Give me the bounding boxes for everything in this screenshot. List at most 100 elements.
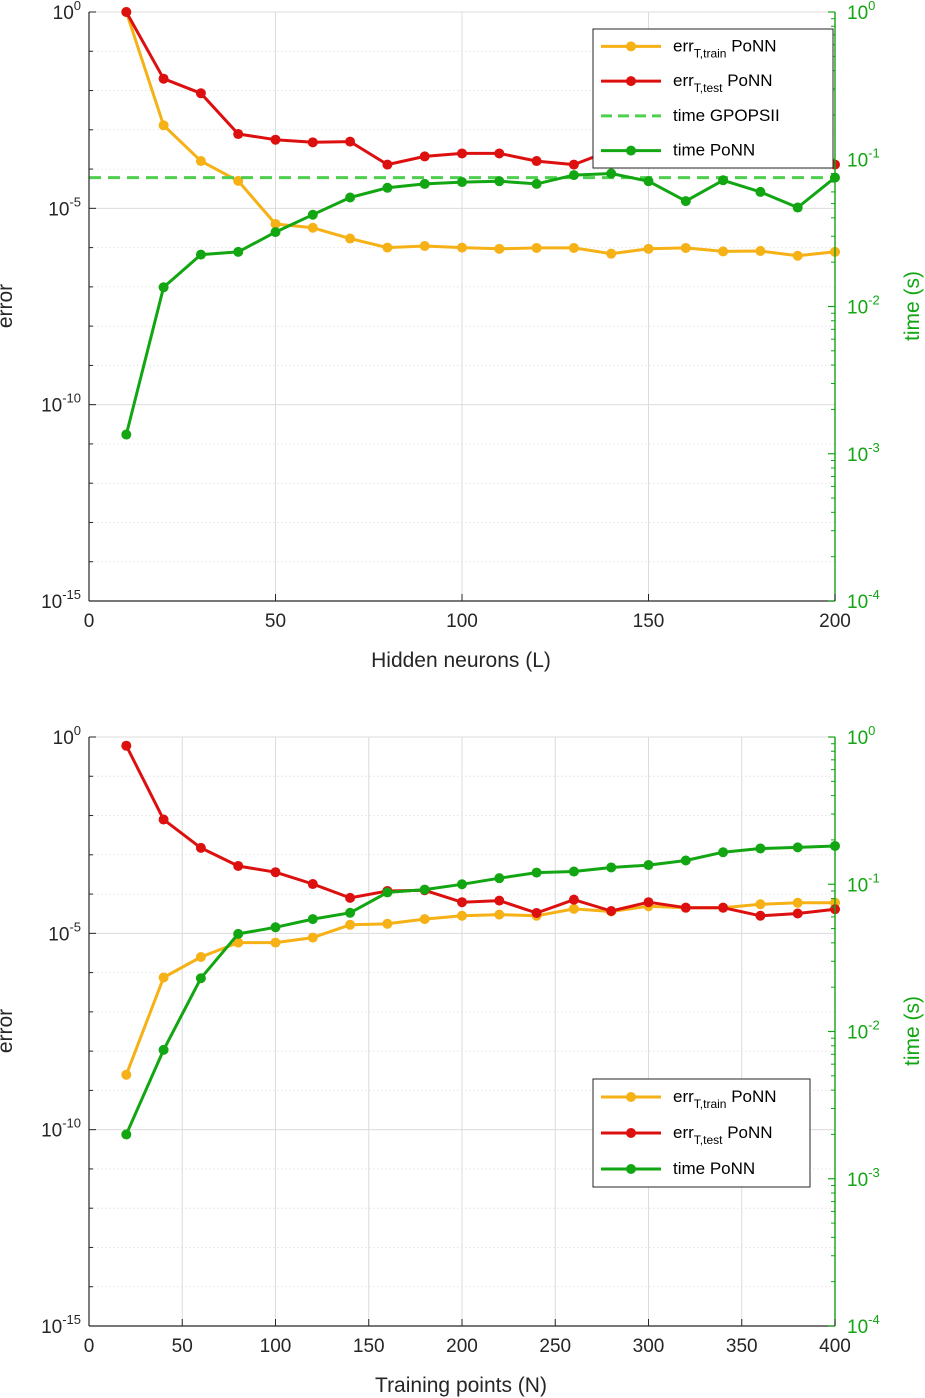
data-point-train [718, 246, 729, 257]
legend-label: errT,test PoNN [673, 1123, 773, 1147]
data-point-time [457, 879, 467, 890]
data-point-test [195, 842, 206, 853]
data-point-test [233, 860, 244, 871]
data-point-time [307, 914, 318, 925]
data-point-test [680, 902, 691, 913]
data-point-time [158, 1044, 169, 1055]
data-point-time [531, 867, 542, 878]
data-point-train [233, 175, 244, 186]
data-point-train [158, 120, 169, 131]
data-point-time [270, 922, 281, 933]
data-point-train [606, 248, 617, 259]
data-point-train [568, 903, 579, 914]
data-point-time [792, 842, 803, 853]
legend-label: errT,train PoNN [673, 1087, 777, 1111]
data-point-test [121, 740, 132, 751]
y-axis-right-label: time (s) [901, 996, 924, 1066]
chart-hidden-neurons: 0 50 100 150 200 100 10-5 10-10 10-15 100 10-1 10-2… [0, 0, 924, 672]
data-point-train [494, 243, 505, 254]
data-point-train [195, 156, 206, 167]
x-tick-label: 50 [172, 1336, 193, 1357]
data-point-time [718, 175, 729, 186]
data-point-test [345, 892, 356, 903]
data-point-train [419, 914, 430, 925]
data-point-time [307, 209, 318, 220]
data-point-train [382, 242, 393, 253]
data-point-time [680, 196, 691, 207]
data-point-time [792, 202, 803, 213]
y-right-tick-label: 10-2 [847, 293, 880, 319]
data-point-time [195, 973, 206, 984]
legend-marker [626, 145, 636, 156]
data-point-test [494, 895, 505, 906]
legend-label: time PoNN [673, 141, 755, 160]
x-tick-label: 350 [726, 1336, 758, 1357]
data-point-train [270, 218, 281, 229]
data-point-time [121, 429, 132, 440]
y-tick-label: 10-10 [41, 391, 81, 417]
data-point-train [158, 972, 169, 983]
tick-layer: 0 50 100 150 200 100 10-5 10-10 10-15 100 10-1 10-2… [41, 0, 880, 632]
data-point-test [270, 867, 281, 878]
x-tick-label: 300 [633, 1336, 665, 1357]
data-point-test [568, 894, 579, 905]
data-point-test [270, 134, 281, 145]
data-point-time [121, 1129, 132, 1140]
x-tick-label: 0 [84, 1336, 95, 1357]
data-point-train [121, 1069, 132, 1080]
data-point-test [158, 814, 169, 825]
data-point-test [568, 159, 579, 170]
data-point-train [307, 222, 318, 233]
series-line-train [124, 11, 836, 258]
data-point-train [345, 919, 356, 930]
data-point-test [345, 136, 356, 147]
x-axis-label: Training points (N) [375, 1374, 547, 1397]
data-point-train [307, 932, 318, 943]
data-point-time [606, 168, 617, 179]
data-point-test [195, 88, 206, 99]
grid-layer [88, 736, 836, 1327]
data-point-time [680, 855, 691, 866]
y-tick-label: 10-10 [41, 1116, 81, 1142]
data-point-train [643, 243, 654, 254]
x-tick-label: 100 [446, 611, 478, 632]
legend-box [592, 28, 834, 169]
axes-layer [88, 11, 836, 602]
data-point-train [233, 937, 244, 948]
x-tick-label: 200 [819, 611, 851, 632]
y-tick-label: 10-5 [48, 919, 81, 945]
y-right-tick-label: 100 [847, 0, 875, 24]
data-point-train [494, 909, 505, 920]
y-right-tick-label: 10-4 [847, 587, 880, 613]
y-right-tick-label: 10-1 [847, 145, 880, 171]
data-point-time [568, 866, 579, 877]
data-point-time [345, 907, 356, 918]
axes-layer [88, 736, 836, 1327]
legend-label: errT,train PoNN [673, 36, 777, 60]
x-tick-label: 400 [819, 1336, 851, 1357]
y-tick-label: 10-15 [41, 1312, 81, 1338]
data-point-time [382, 887, 393, 898]
data-point-train [419, 240, 430, 251]
data-point-train [531, 242, 542, 253]
y-axis-label: error [0, 1009, 17, 1053]
tick-layer: 0 50 100 150 200 250 300 350 400 100 10-5 10-10 10-1… [41, 723, 880, 1357]
data-point-train [457, 242, 467, 253]
data-point-train [382, 918, 393, 929]
data-point-test [531, 907, 542, 918]
y-tick-label: 100 [53, 723, 81, 749]
data-point-train [680, 242, 691, 253]
data-point-test [382, 159, 393, 170]
data-point-time [158, 282, 169, 293]
x-tick-label: 150 [633, 611, 665, 632]
data-point-time [345, 192, 356, 203]
data-point-test [457, 897, 467, 908]
data-point-time [419, 178, 430, 189]
data-point-time [568, 170, 579, 181]
data-point-time [494, 873, 505, 884]
data-point-test [606, 906, 617, 917]
y-tick-label: 100 [53, 0, 81, 24]
data-point-time [718, 847, 729, 858]
data-point-train [755, 899, 766, 910]
data-point-test [233, 129, 244, 140]
